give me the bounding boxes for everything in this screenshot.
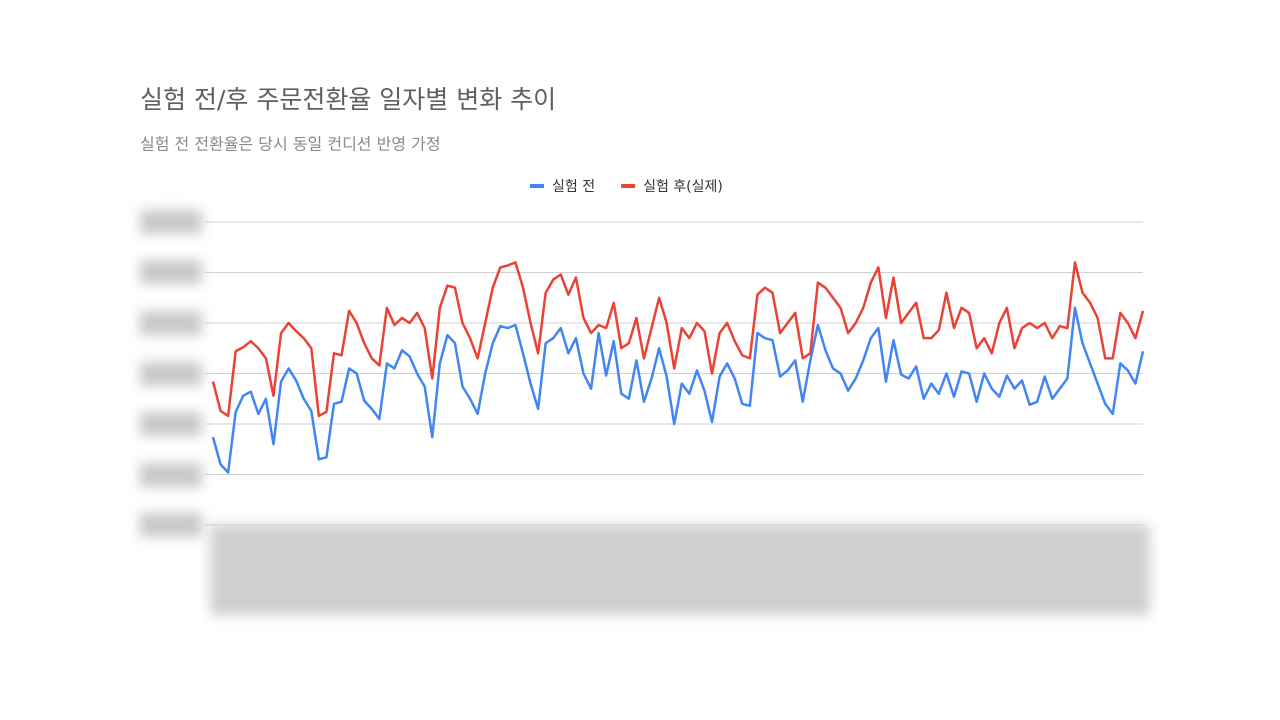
chart-subtitle: 실험 전 전환율은 당시 동일 컨디션 반영 가정 — [140, 135, 441, 154]
series-line — [211, 306, 1145, 474]
blurred-x-labels — [210, 525, 1150, 615]
legend-label: 실험 후(실제) — [643, 179, 723, 195]
series-line — [211, 261, 1145, 418]
legend-label: 실험 전 — [552, 179, 595, 195]
chart-title: 실험 전/후 주문전환율 일자별 변화 추이 — [140, 85, 556, 114]
blurred-y-labels — [140, 210, 202, 537]
